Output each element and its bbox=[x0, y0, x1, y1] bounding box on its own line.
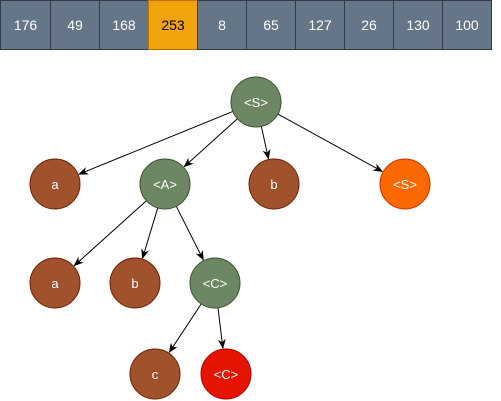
array-cell: 168 bbox=[99, 0, 149, 50]
tree-edge bbox=[277, 113, 384, 172]
tree-node: b bbox=[248, 158, 300, 210]
array-cell: 130 bbox=[393, 0, 443, 50]
tree-edge bbox=[175, 206, 204, 261]
tree-node: a bbox=[29, 158, 81, 210]
tree-node-label: a bbox=[51, 177, 59, 192]
tree-node: b bbox=[109, 257, 161, 309]
array-cell: 26 bbox=[344, 0, 394, 50]
tree-node-label: <S> bbox=[244, 95, 268, 110]
tree-node-circle bbox=[129, 348, 181, 400]
tree-node: <S> bbox=[230, 76, 282, 128]
tree-edge bbox=[168, 303, 202, 354]
tree-node-label: <A> bbox=[153, 177, 177, 192]
tree-node-label: b bbox=[270, 177, 277, 192]
array-cell: 65 bbox=[246, 0, 296, 50]
tree-edge bbox=[141, 207, 159, 260]
tree-node-label: <S> bbox=[393, 177, 417, 192]
tree-node-label: <C> bbox=[214, 367, 239, 382]
tree-node-circle bbox=[29, 257, 81, 309]
tree-node-circle bbox=[139, 158, 191, 210]
tree-node-circle bbox=[29, 158, 81, 210]
array-cell: 176 bbox=[0, 0, 51, 50]
array-row: 176 49 168 253 8 65 127 26 130 100 bbox=[0, 0, 501, 50]
array-cell: 49 bbox=[50, 0, 100, 50]
tree-edge bbox=[260, 126, 271, 160]
tree-node-label: b bbox=[131, 276, 138, 291]
tree-node-label: <C> bbox=[203, 276, 228, 291]
tree-node-circle bbox=[189, 257, 241, 309]
tree-node: <C> bbox=[200, 348, 252, 400]
tree-node-label: c bbox=[152, 367, 159, 382]
tree-node-circle bbox=[379, 158, 431, 210]
tree-node-circle bbox=[248, 158, 300, 210]
tree-node-circle bbox=[109, 257, 161, 309]
tree-node: <C> bbox=[189, 257, 241, 309]
tree-node: <A> bbox=[139, 158, 191, 210]
tree-node-label: a bbox=[51, 276, 59, 291]
array-cell: 127 bbox=[295, 0, 345, 50]
tree-node: <S> bbox=[379, 158, 431, 210]
tree-edge bbox=[183, 118, 238, 168]
tree-node: a bbox=[29, 257, 81, 309]
tree-edge bbox=[217, 307, 226, 350]
tree-node-circle bbox=[230, 76, 282, 128]
array-cell: 100 bbox=[442, 0, 492, 50]
tree-edge bbox=[73, 200, 147, 267]
tree-node-circle bbox=[200, 348, 252, 400]
array-cell: 8 bbox=[197, 0, 247, 50]
tree-node: c bbox=[129, 348, 181, 400]
tree-edge bbox=[78, 110, 234, 175]
